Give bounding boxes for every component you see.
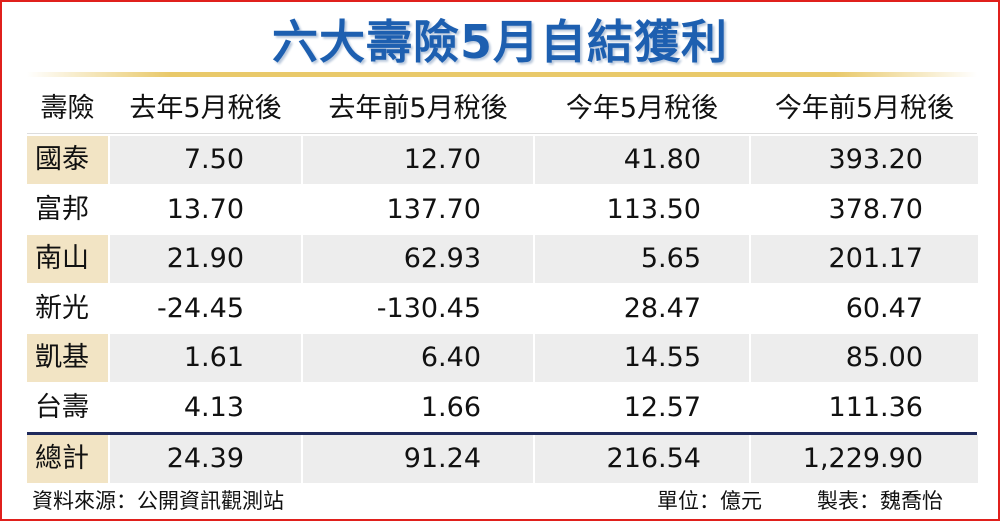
- cell-value: 91.24: [303, 434, 533, 483]
- cell-value: 1,229.90: [751, 434, 978, 483]
- total-rule: [27, 432, 977, 435]
- cell-value: 13.70: [166, 193, 244, 225]
- cell-value: 14.55: [535, 334, 749, 383]
- cell-value: -24.45: [156, 292, 244, 324]
- header-cell: 今年前5月稅後: [774, 93, 955, 124]
- cell-value: 1.61: [110, 334, 301, 383]
- cell-value: 28.47: [623, 292, 701, 324]
- row-label: 國泰: [27, 136, 108, 184]
- cell-value: 4.13: [183, 392, 244, 423]
- cell-value: 62.93: [303, 235, 533, 284]
- row-label: 新光: [35, 292, 89, 324]
- cell-value: -130.45: [376, 292, 481, 324]
- cell-value: 201.17: [751, 235, 978, 284]
- cell-value: 137.70: [386, 193, 481, 225]
- header-cell: 去年5月稅後: [129, 93, 282, 124]
- header-rule: [27, 133, 977, 134]
- cell-value: 41.80: [535, 136, 749, 184]
- cell-value: 60.47: [845, 292, 923, 324]
- row-label: 凱基: [27, 334, 108, 383]
- cell-value: 378.70: [828, 193, 923, 225]
- title-rule: [27, 72, 977, 77]
- cell-value: 85.00: [751, 334, 978, 383]
- cell-value: 7.50: [110, 136, 301, 184]
- title: 六大壽險5月自結獲利: [271, 15, 728, 69]
- row-label: 富邦: [35, 193, 89, 225]
- footer-credit: 製表：魏喬怡: [817, 489, 943, 513]
- cell-value: 6.40: [303, 334, 533, 383]
- cell-value: 24.39: [110, 434, 301, 483]
- cell-value: 12.70: [303, 136, 533, 184]
- row-label: 台壽: [35, 392, 89, 423]
- footer-source: 資料來源：公開資訊觀測站: [32, 489, 284, 513]
- footer-unit: 單位：億元: [657, 489, 762, 513]
- cell-value: 12.57: [623, 392, 701, 423]
- cell-value: 21.90: [110, 235, 301, 284]
- cell-value: 393.20: [751, 136, 978, 184]
- cell-value: 111.36: [828, 392, 923, 423]
- row-label: 總計: [27, 434, 108, 483]
- cell-value: 5.65: [535, 235, 749, 284]
- row-label: 南山: [27, 235, 108, 284]
- cell-value: 113.50: [606, 193, 701, 225]
- cell-value: 216.54: [535, 434, 749, 483]
- header-cell: 去年前5月稅後: [328, 93, 508, 124]
- header-cell: 今年5月稅後: [565, 93, 719, 124]
- header-cell: 壽險: [40, 93, 95, 124]
- cell-value: 1.66: [420, 392, 481, 423]
